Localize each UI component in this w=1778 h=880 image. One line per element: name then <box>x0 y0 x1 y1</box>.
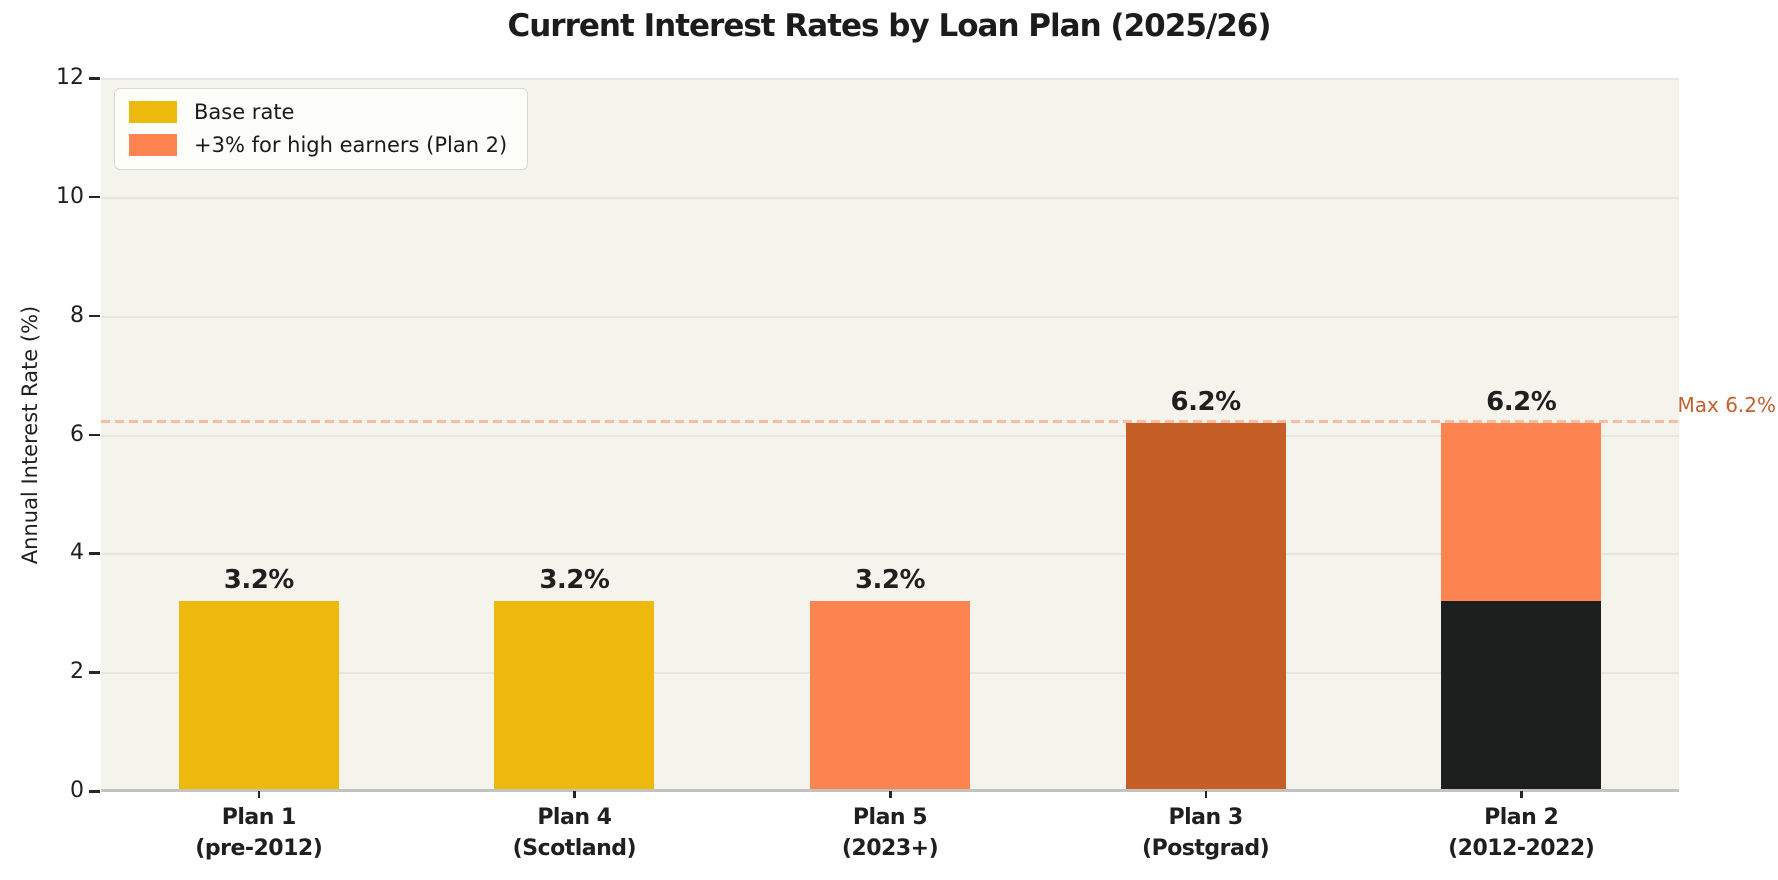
bar-plan-1-segment-1 <box>178 600 339 791</box>
x-tick-mark-plan-4 <box>573 791 576 798</box>
y-tick-mark-0 <box>89 790 100 793</box>
bar-plan-3-segment-1 <box>1125 422 1286 791</box>
x-label-plan-3: Plan 3 (Postgrad) <box>1046 802 1366 864</box>
y-tick-mark-6 <box>89 433 100 436</box>
bar-plan-5 <box>810 600 970 791</box>
y-tick-mark-8 <box>89 314 100 318</box>
bar-plan-2 <box>1441 422 1602 791</box>
bar-plan-2-segment-2 <box>1441 422 1602 601</box>
legend-item-plan2-surcharge: +3% for high earners (Plan 2) <box>129 133 507 157</box>
y-tick-mark-10 <box>89 195 100 199</box>
bar-plan-5-segment-1 <box>810 600 970 791</box>
x-axis-line <box>101 789 1679 792</box>
bar-value-plan-5: 3.2% <box>854 564 926 595</box>
y-tick-mark-4 <box>89 552 100 555</box>
y-tick-label-0: 0 <box>70 778 84 803</box>
bar-plan-4-segment-1 <box>494 600 655 791</box>
x-label-plan-2: Plan 2 (2012-2022) <box>1361 802 1681 864</box>
bar-plan-2-segment-1 <box>1441 600 1602 791</box>
legend: Base rate +3% for high earners (Plan 2) <box>114 88 529 170</box>
gridline-8 <box>101 315 1679 318</box>
bar-value-plan-2: 6.2% <box>1486 386 1557 417</box>
x-label-plan-5-line-1: Plan 5 <box>852 805 928 830</box>
gridline-4 <box>101 553 1679 556</box>
x-tick-mark-plan-5 <box>889 791 892 798</box>
x-label-plan-2-line-1: Plan 2 <box>1484 805 1559 830</box>
legend-label-base-rate: Base rate <box>194 100 295 124</box>
plot-area: 3.2% 3.2% 3.2% 6.2% 6.2% <box>101 78 1679 791</box>
y-tick-mark-2 <box>89 671 100 674</box>
bar-value-plan-4: 3.2% <box>539 564 610 595</box>
x-label-plan-4-line-2: (Scotland) <box>512 836 637 861</box>
x-label-plan-5: Plan 5 (2023+) <box>730 802 1050 864</box>
legend-label-plan2-surcharge: +3% for high earners (Plan 2) <box>194 133 508 157</box>
legend-swatch-base-rate <box>129 101 177 123</box>
y-tick-label-6: 6 <box>70 421 84 447</box>
max-rate-reference-line <box>101 419 1679 423</box>
x-tick-mark-plan-1 <box>257 791 261 798</box>
y-tick-mark-12 <box>89 77 100 80</box>
gridline-10 <box>101 196 1679 199</box>
gridline-6 <box>101 434 1679 437</box>
x-label-plan-3-line-1: Plan 3 <box>1168 805 1244 830</box>
x-label-plan-3-line-2: (Postgrad) <box>1142 836 1270 861</box>
x-label-plan-1: Plan 1 (pre-2012) <box>99 802 419 864</box>
legend-swatch-plan2-surcharge <box>129 134 177 156</box>
bar-plan-1 <box>178 600 339 791</box>
legend-item-base-rate: Base rate <box>129 100 507 124</box>
x-label-plan-4: Plan 4 (Scotland) <box>414 802 734 864</box>
y-tick-label-10: 10 <box>56 183 84 209</box>
x-label-plan-2-line-2: (2012-2022) <box>1448 836 1595 861</box>
bar-value-plan-1: 3.2% <box>223 564 295 595</box>
max-rate-label: Max 6.2% <box>1677 392 1776 417</box>
y-tick-label-4: 4 <box>70 540 84 566</box>
x-tick-mark-plan-2 <box>1520 791 1523 798</box>
bar-value-plan-3: 6.2% <box>1170 386 1242 417</box>
y-tick-label-8: 8 <box>70 302 84 328</box>
gridline-12 <box>101 78 1679 80</box>
x-label-plan-1-line-1: Plan 1 <box>221 805 297 830</box>
bar-plan-3 <box>1125 422 1286 791</box>
x-label-plan-5-line-2: (2023+) <box>841 836 939 861</box>
y-tick-label-12: 12 <box>56 65 84 90</box>
x-label-plan-4-line-1: Plan 4 <box>537 805 612 830</box>
y-tick-label-2: 2 <box>70 659 84 685</box>
x-tick-mark-plan-3 <box>1204 791 1208 798</box>
x-label-plan-1-line-2: (pre-2012) <box>195 836 323 861</box>
bar-plan-4 <box>494 600 655 791</box>
chart-title: Current Interest Rates by Loan Plan (202… <box>507 8 1271 44</box>
